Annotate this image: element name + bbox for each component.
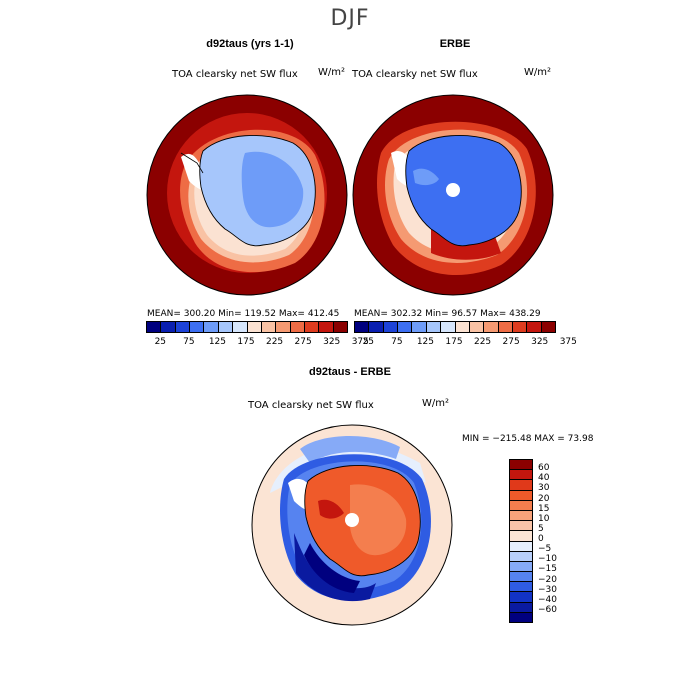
colorbar-swatch <box>510 572 532 583</box>
colorbar-swatch <box>175 322 191 332</box>
colorbar-tick-label: −40 <box>538 594 557 605</box>
colorbar-swatch <box>190 322 205 332</box>
colorbar-tick-label: −30 <box>538 584 557 595</box>
colorbar-swatch <box>161 322 176 332</box>
colorbar-swatch <box>290 322 305 332</box>
right-stats: MEAN= 302.32 Min= 96.57 Max= 438.29 <box>354 309 541 319</box>
colorbar-tick-label: 375 <box>559 337 577 347</box>
colorbar-swatch <box>510 531 532 542</box>
colorbar-swatch <box>498 322 513 332</box>
colorbar-tick-label: −10 <box>538 554 557 565</box>
colorbar-tick-label: 30 <box>538 483 550 494</box>
colorbar-swatch <box>510 510 532 522</box>
colorbar-tick-label: 175 <box>445 337 463 347</box>
colorbar-tick-label: 75 <box>391 337 403 347</box>
diff-units-label: W/m² <box>422 398 450 409</box>
colorbar-swatch <box>512 322 528 332</box>
colorbar-swatch <box>510 612 532 622</box>
left-panel-title: d92taus (yrs 1-1) <box>206 38 294 50</box>
colorbar-tick-label: 10 <box>538 513 550 524</box>
colorbar-swatch <box>541 322 556 332</box>
colorbar-swatch <box>510 592 532 603</box>
colorbar-swatch <box>204 322 219 332</box>
colorbar-tick-label: 15 <box>538 503 550 514</box>
colorbar-swatch <box>412 322 427 332</box>
colorbar-tick-label: −15 <box>538 564 557 575</box>
colorbar-tick-label: 5 <box>538 523 544 534</box>
colorbar-swatch <box>147 322 162 332</box>
colorbar-swatch <box>261 322 277 332</box>
figure-season-title: DJF <box>330 6 370 31</box>
colorbar-swatch <box>510 541 532 552</box>
colorbar-swatch <box>455 322 470 332</box>
colorbar-tick-label: 275 <box>294 337 312 347</box>
colorbar-swatch <box>276 322 291 332</box>
colorbar-tick-label: −5 <box>538 544 552 555</box>
colorbar-swatch <box>369 322 384 332</box>
colorbar-tick-label: 25 <box>154 337 167 347</box>
colorbar-swatch <box>398 322 413 332</box>
colorbar-swatch <box>247 322 262 332</box>
colorbar-swatch <box>527 322 542 332</box>
colorbar-tick-label: −60 <box>538 604 557 615</box>
colorbar-tick-label: 40 <box>538 473 550 484</box>
right-field-label: TOA clearsky net SW flux <box>352 69 478 80</box>
colorbar-swatch <box>510 602 532 613</box>
colorbar-swatch <box>510 470 532 481</box>
colorbar-swatch <box>510 500 532 511</box>
colorbar-tick-label: 325 <box>531 337 549 347</box>
colorbar-tick-label: 225 <box>265 337 284 347</box>
colorbar-tick-label: 75 <box>183 337 195 347</box>
colorbar-swatch <box>218 322 234 332</box>
diff-colorbar-labels: 60 40 30 20 15 10 5 0 −5 −10 −15 −20 −30 −40 −60 <box>538 459 578 621</box>
colorbar-tick-label: 20 <box>538 493 550 504</box>
colorbar-swatch <box>469 322 485 332</box>
diff-panel-title: d92taus - ERBE <box>309 366 391 378</box>
right-colorbar <box>354 321 556 333</box>
colorbar-tick-label: 225 <box>473 337 492 347</box>
colorbar-tick-label: 25 <box>362 337 375 347</box>
colorbar-tick-label: −20 <box>538 574 557 585</box>
colorbar-swatch <box>510 490 532 501</box>
colorbar-tick-label: 375 <box>351 337 369 347</box>
right-polar-map <box>352 94 554 296</box>
colorbar-swatch <box>510 551 532 562</box>
right-colorbar-labels: 25 75 125 175 225 275 325 375 <box>354 337 577 349</box>
colorbar-swatch <box>441 322 456 332</box>
right-units-label: W/m² <box>524 67 552 78</box>
colorbar-swatch <box>510 480 532 491</box>
left-colorbar <box>146 321 348 333</box>
colorbar-tick-label: 175 <box>237 337 255 347</box>
colorbar-swatch <box>510 460 532 471</box>
diff-colorbar <box>509 459 533 623</box>
left-stats: MEAN= 300.20 Min= 119.52 Max= 412.45 <box>147 309 340 319</box>
colorbar-swatch <box>304 322 320 332</box>
colorbar-swatch <box>426 322 442 332</box>
colorbar-swatch <box>510 582 532 593</box>
colorbar-swatch <box>383 322 399 332</box>
colorbar-swatch <box>355 322 370 332</box>
colorbar-swatch <box>484 322 499 332</box>
left-units-label: W/m² <box>318 67 346 78</box>
diff-stats: MIN = −215.48 MAX = 73.98 <box>462 434 594 444</box>
colorbar-swatch <box>333 322 348 332</box>
colorbar-tick-label: 0 <box>538 534 544 544</box>
colorbar-swatch <box>510 561 532 573</box>
colorbar-tick-label: 60 <box>538 463 550 474</box>
colorbar-swatch <box>319 322 334 332</box>
left-polar-map <box>146 94 348 296</box>
colorbar-tick-label: 125 <box>208 337 227 347</box>
colorbar-tick-label: 325 <box>323 337 341 347</box>
colorbar-swatch <box>510 521 532 532</box>
colorbar-swatch <box>233 322 248 332</box>
colorbar-tick-label: 275 <box>502 337 520 347</box>
colorbar-tick-label: 125 <box>416 337 435 347</box>
diff-field-label: TOA clearsky net SW flux <box>248 400 374 411</box>
left-colorbar-labels: 25 75 125 175 225 275 325 375 <box>146 337 369 349</box>
left-field-label: TOA clearsky net SW flux <box>172 69 298 80</box>
right-panel-title: ERBE <box>439 38 471 50</box>
difference-polar-map <box>251 424 453 626</box>
